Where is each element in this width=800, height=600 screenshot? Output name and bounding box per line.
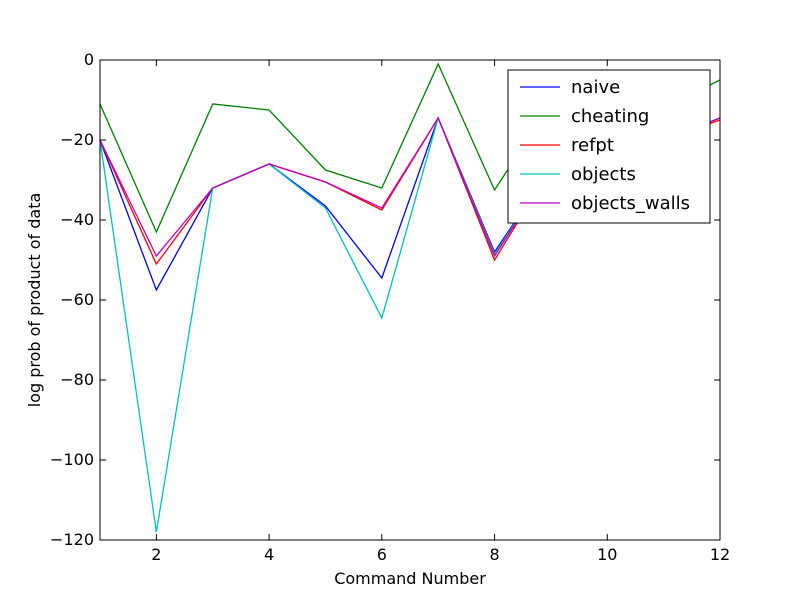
x-tick-label: 4 — [264, 545, 274, 564]
y-tick-label: −60 — [60, 290, 94, 309]
y-tick-label: −40 — [60, 210, 94, 229]
x-tick-label: 2 — [151, 545, 161, 564]
x-tick-label: 6 — [377, 545, 387, 564]
x-tick-label: 8 — [489, 545, 499, 564]
y-tick-label: −120 — [50, 530, 94, 549]
y-axis-ticks: 0 −20 −40 −60 −80 −100 −120 — [50, 50, 720, 549]
legend-label: refpt — [571, 135, 614, 156]
legend-label: objects_walls — [571, 193, 690, 214]
legend-label: objects — [571, 164, 636, 185]
y-axis-label: log prob of product of data — [25, 193, 44, 408]
y-tick-label: −100 — [50, 450, 94, 469]
x-tick-label: 12 — [710, 545, 730, 564]
legend-box — [507, 69, 711, 224]
legend-label: naive — [571, 77, 620, 98]
legend: naive cheating refpt objects objects_walls — [507, 69, 711, 224]
legend-label: cheating — [571, 106, 649, 127]
y-tick-label: −80 — [60, 370, 94, 389]
x-tick-label: 10 — [597, 545, 617, 564]
x-axis-ticks: 2 4 6 8 10 12 — [151, 60, 730, 564]
x-axis-label: Command Number — [334, 569, 486, 588]
y-tick-label: −20 — [60, 130, 94, 149]
y-tick-label: 0 — [84, 50, 94, 69]
